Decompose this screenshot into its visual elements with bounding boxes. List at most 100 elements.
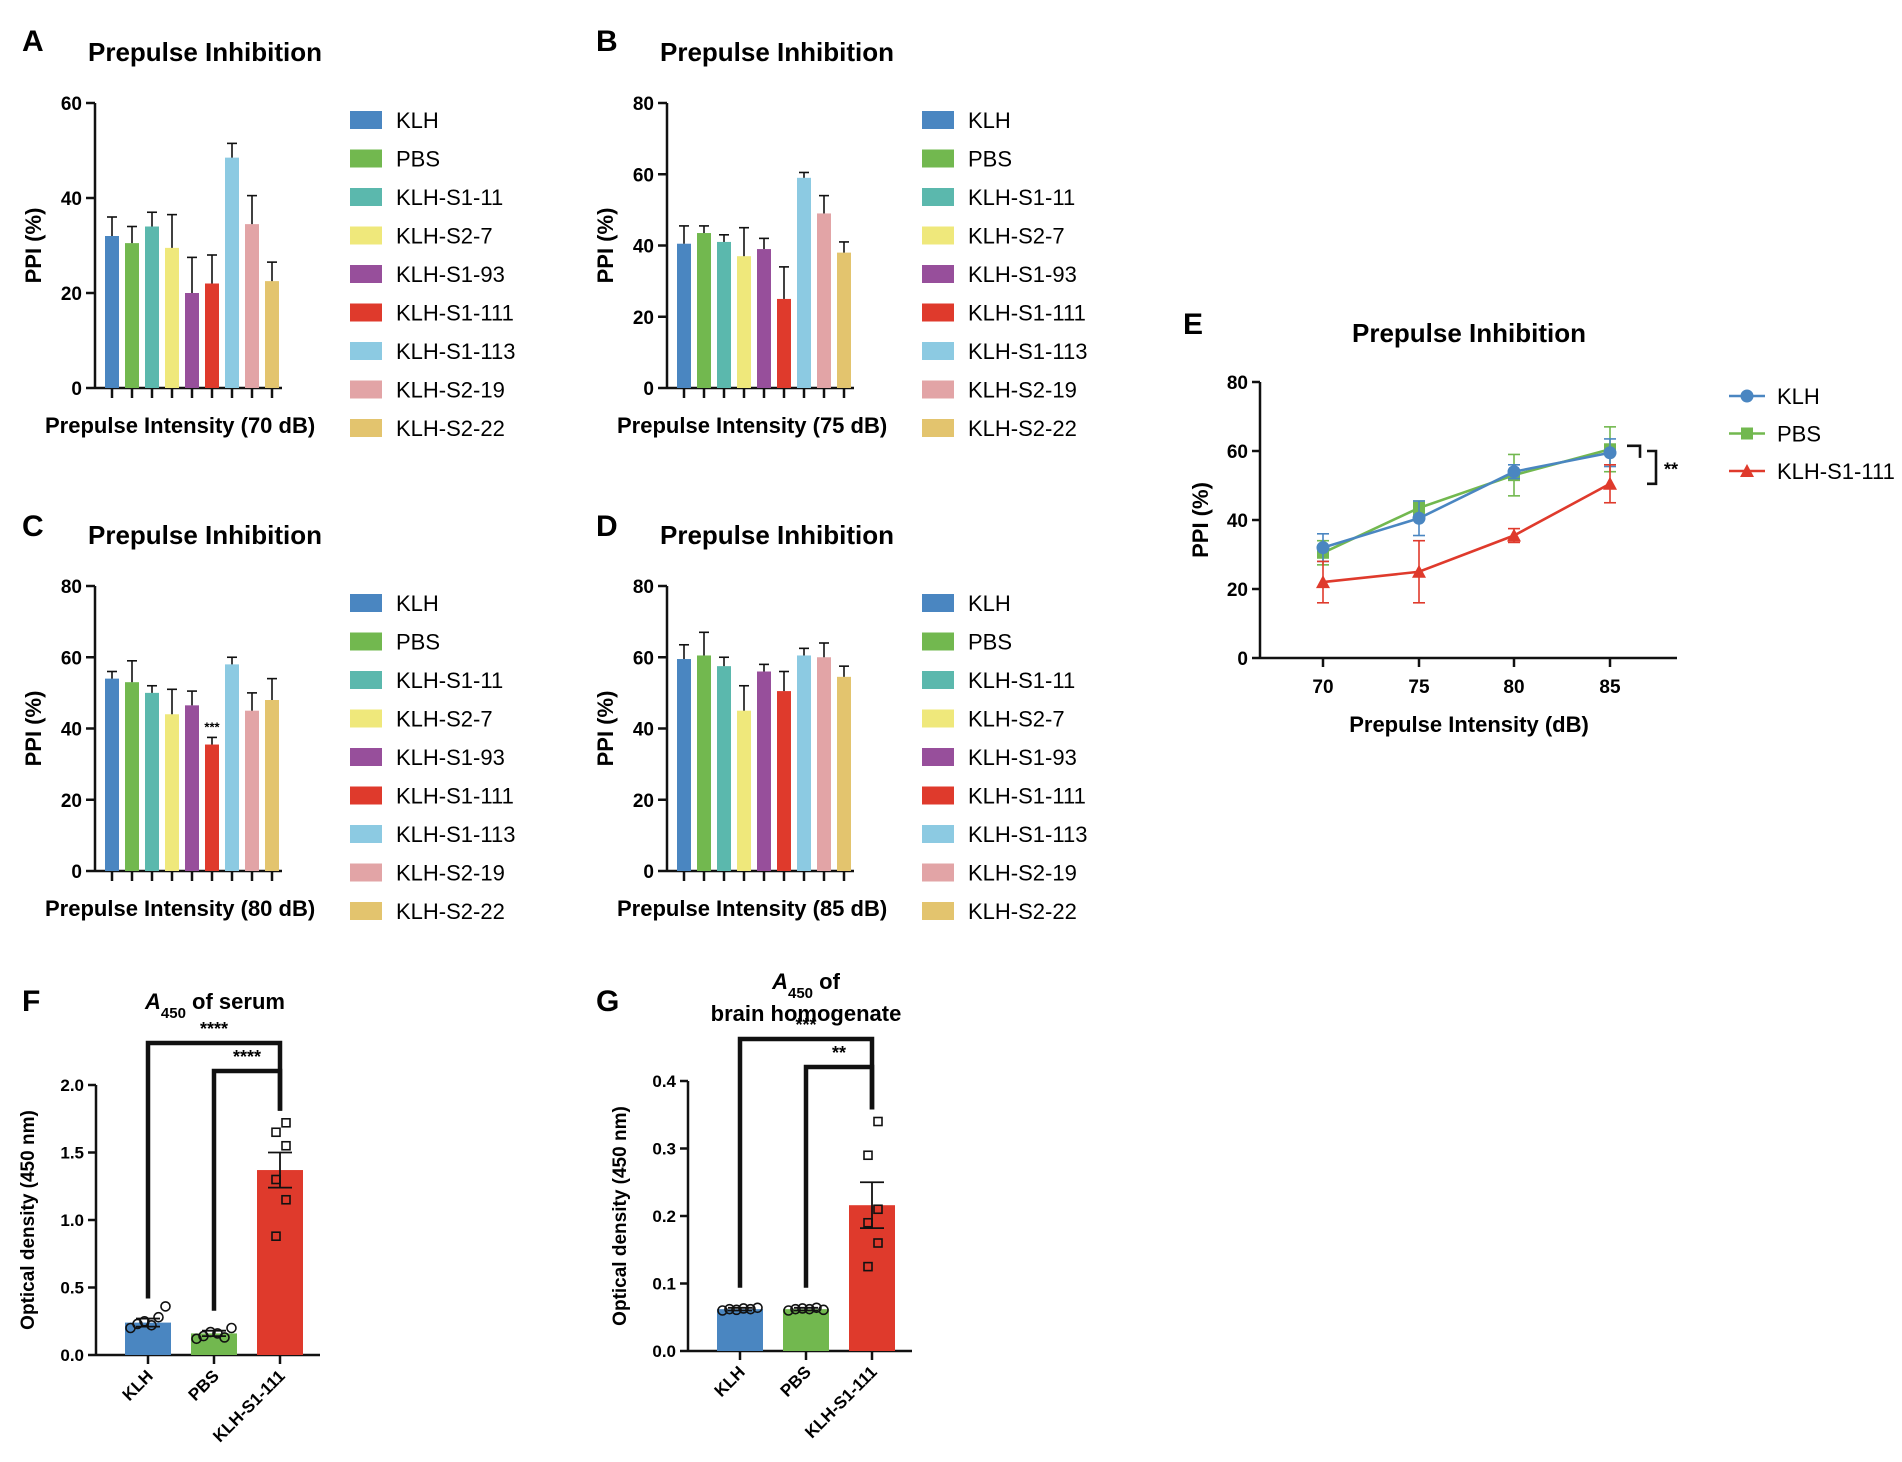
- legend-label-KLH-S2-22: KLH-S2-22: [396, 899, 505, 924]
- legend-swatch-KLH-S2-19: [922, 863, 954, 882]
- series-line: [1322, 448, 1611, 554]
- data-point: [160, 1301, 171, 1312]
- y-axis-title: PPI (%): [593, 208, 618, 284]
- legend-swatch-KLH: [922, 594, 954, 612]
- legend-label-KLH: KLH: [396, 108, 439, 133]
- bar-KLH: [677, 243, 691, 388]
- y-tick-label: 80: [633, 577, 654, 598]
- marker-triangle: [1603, 476, 1617, 490]
- bar-KLH-S2-22: [837, 676, 851, 871]
- legend-label-KLH: KLH: [968, 591, 1011, 616]
- y-tick-label: 60: [633, 165, 654, 186]
- y-tick-label: 0: [71, 379, 82, 400]
- legend-swatch-KLH: [350, 594, 382, 612]
- legend-swatch-KLH-S2-19: [350, 863, 382, 882]
- bar-KLH-S1-93: [757, 249, 771, 388]
- bar-KLH: [717, 1309, 763, 1351]
- legend-swatch-KLH-S1-11: [350, 188, 382, 206]
- data-point: [818, 1304, 829, 1316]
- legend-label-PBS: PBS: [968, 147, 1012, 172]
- y-tick-label: 0.4: [652, 1072, 676, 1091]
- panel-label-D: D: [596, 510, 618, 543]
- bar-KLH-S1-11: [145, 226, 159, 388]
- data-point: [271, 1127, 281, 1138]
- chart-title: Prepulse Inhibition: [88, 37, 322, 67]
- legend-swatch-PBS: [922, 632, 954, 651]
- legend-swatch-KLH-S2-22: [922, 902, 954, 920]
- series-line: [1322, 482, 1611, 584]
- legend-label-KLH-S1-111: KLH-S1-111: [1777, 459, 1895, 484]
- legend-label-KLH-S2-19: KLH-S2-19: [968, 861, 1077, 886]
- data-point: [752, 1302, 763, 1314]
- bar-KLH-S1-113: [797, 655, 811, 871]
- bar-KLH-S2-22: [265, 281, 279, 388]
- y-axis-title: PPI (%): [593, 691, 618, 767]
- series-line: [1322, 451, 1611, 549]
- bar-KLH-S2-19: [817, 657, 831, 871]
- data-point: [717, 1305, 728, 1316]
- y-tick-label: 0.0: [652, 1342, 676, 1361]
- data-point: [281, 1140, 291, 1151]
- bar-KLH-S2-7: [165, 247, 179, 388]
- data-point: [731, 1304, 742, 1316]
- data-point: [146, 1320, 157, 1331]
- bar-KLH: [105, 678, 119, 871]
- y-tick-label: 0: [643, 379, 654, 400]
- legend-label-KLH-S1-93: KLH-S1-93: [396, 262, 505, 287]
- legend-swatch-KLH-S1-93: [922, 748, 954, 766]
- legend-swatch-KLH-S2-22: [350, 419, 382, 437]
- bar-KLH-S2-19: [245, 224, 259, 388]
- bar-PBS: [697, 233, 711, 388]
- y-tick-label: 20: [1227, 580, 1248, 601]
- bar-KLH-S1-111: [205, 283, 219, 388]
- bar-PBS: [125, 243, 139, 388]
- y-tick-label: 80: [1227, 373, 1248, 394]
- significance-label: ***: [795, 1015, 816, 1035]
- panel-C: Prepulse Inhibition 0 20 40 60 80 PPI (%) Prepu…: [21, 520, 515, 924]
- panel-label-G: G: [596, 985, 619, 1018]
- legend-label-KLH-S2-7: KLH-S2-7: [968, 707, 1065, 732]
- legend-label-KLH-S2-7: KLH-S2-7: [396, 224, 493, 249]
- significance-label: ****: [233, 1047, 261, 1067]
- legend-swatch-KLH-S1-113: [922, 342, 954, 360]
- marker-circle: [1603, 446, 1617, 460]
- legend-swatch-KLH-S1-113: [350, 825, 382, 843]
- data-point: [226, 1322, 237, 1334]
- y-tick-label: 20: [633, 791, 654, 812]
- legend-label-PBS: PBS: [396, 630, 440, 655]
- comparison-bracket: [211, 1068, 283, 1311]
- panel-label-F: F: [22, 985, 40, 1018]
- legend-label-KLH: KLH: [396, 591, 439, 616]
- bar-PBS: [783, 1309, 829, 1351]
- legend-label-KLH-S1-111: KLH-S1-111: [396, 301, 514, 326]
- legend-label-PBS: PBS: [396, 147, 440, 172]
- y-tick-label: 60: [61, 94, 82, 115]
- legend-swatch-KLH-S1-111: [350, 786, 382, 805]
- panel-D: Prepulse Inhibition 0 20 40 60 80 PPI (%) Prepu…: [593, 520, 1087, 924]
- chart-title: Prepulse Inhibition: [660, 520, 894, 550]
- marker-triangle: [1316, 575, 1330, 589]
- y-tick-label: 80: [61, 577, 82, 598]
- legend-swatch-KLH-S2-19: [350, 380, 382, 399]
- significance-bracket: [1627, 444, 1642, 458]
- bar-KLH-S2-22: [837, 252, 851, 388]
- legend-label-KLH-S2-19: KLH-S2-19: [396, 378, 505, 403]
- x-tick-label: PBS: [777, 1362, 815, 1400]
- legend-label-KLH-S1-11: KLH-S1-11: [968, 668, 1075, 693]
- y-tick-label: 0.3: [652, 1140, 676, 1159]
- bar-KLH-S1-111: [777, 691, 791, 871]
- legend-label-KLH-S1-111: KLH-S1-111: [968, 301, 1086, 326]
- data-point: [873, 1238, 883, 1248]
- legend-swatch-KLH-S1-11: [350, 671, 382, 689]
- legend-swatch-KLH-S2-7: [922, 709, 954, 728]
- bar-KLH-S1-111: [777, 298, 791, 388]
- marker-circle: [1412, 511, 1426, 525]
- chart-title: A450 of serum: [144, 989, 285, 1022]
- marker-circle: [1507, 465, 1521, 479]
- x-axis-title: Prepulse Intensity (85 dB): [617, 896, 887, 921]
- legend-swatch-PBS: [350, 149, 382, 168]
- panel-A: Prepulse Inhibition 0 20 40 60 PPI (%) Prepuls…: [21, 37, 515, 441]
- chart-title: Prepulse Inhibition: [88, 520, 322, 550]
- legend-label-KLH-S1-113: KLH-S1-113: [396, 822, 515, 847]
